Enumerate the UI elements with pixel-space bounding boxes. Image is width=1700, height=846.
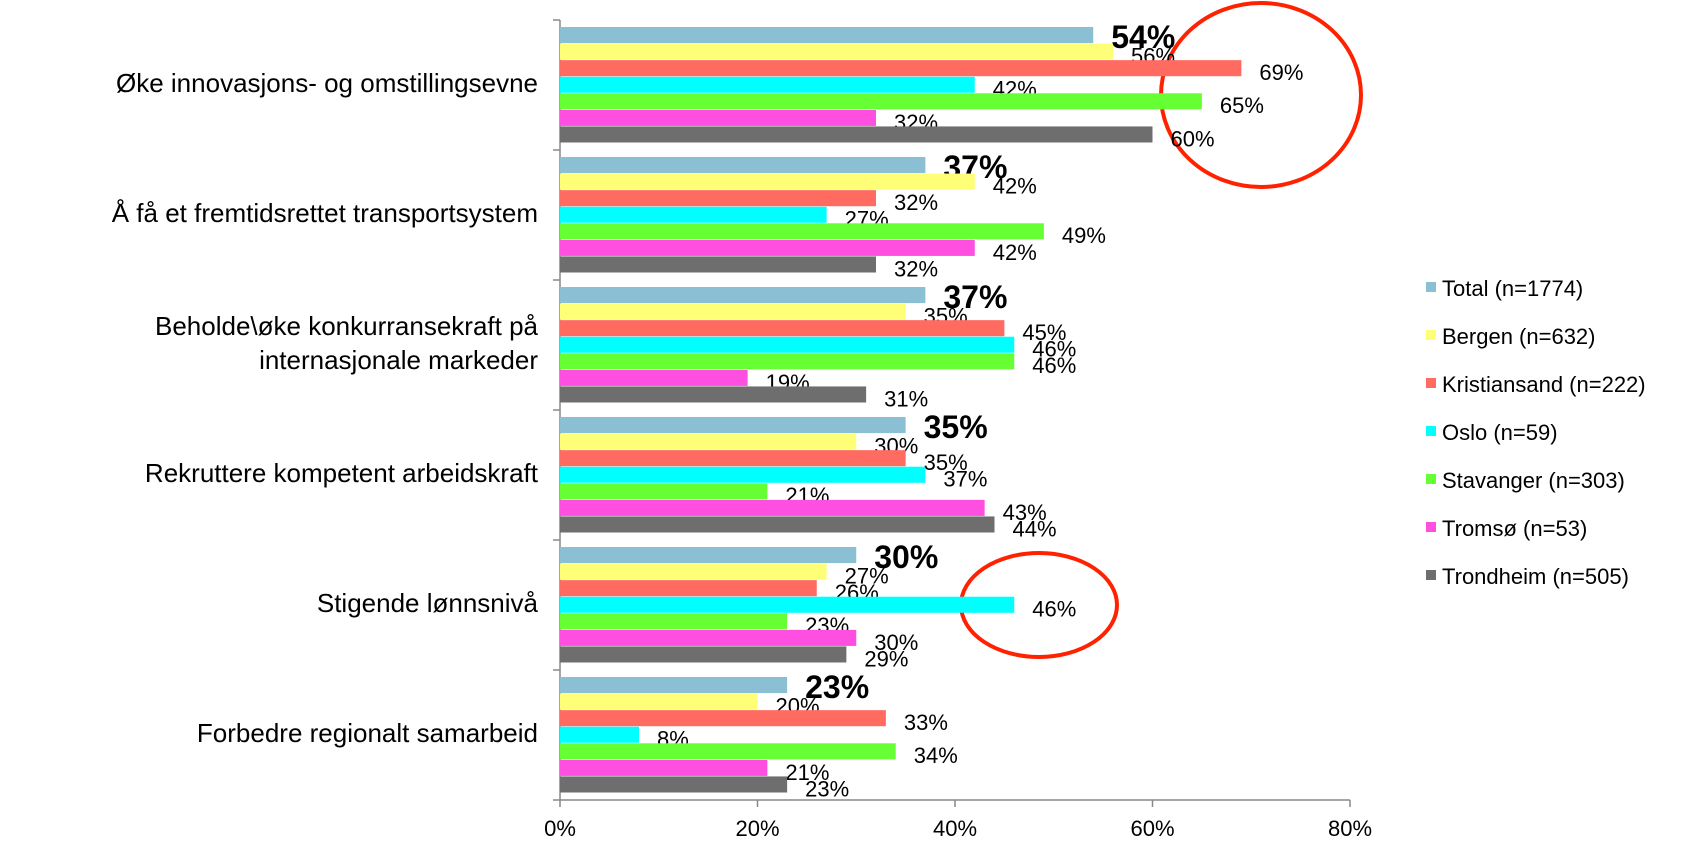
bar <box>560 206 827 223</box>
category-label: Rekruttere kompetent arbeidskraft <box>145 458 539 488</box>
category-label: Forbedre regionalt samarbeid <box>197 718 538 748</box>
value-label: 45% <box>1022 320 1066 345</box>
legend-swatch <box>1426 474 1436 484</box>
bar <box>560 126 1153 143</box>
bar <box>560 190 876 207</box>
value-label: 49% <box>1062 223 1106 248</box>
bar <box>560 417 906 434</box>
x-tick-label: 0% <box>544 816 576 841</box>
value-label: 69% <box>1259 60 1303 85</box>
value-label: 32% <box>894 256 938 281</box>
bar <box>560 483 768 500</box>
bar <box>560 303 906 320</box>
value-label: 33% <box>904 710 948 735</box>
value-label: 46% <box>1032 597 1076 622</box>
value-label: 27% <box>845 563 889 588</box>
bar <box>560 223 1044 240</box>
bar <box>560 336 1015 353</box>
legend-label: Tromsø (n=53) <box>1442 516 1587 541</box>
bar <box>560 60 1242 77</box>
value-label: 65% <box>1220 93 1264 118</box>
x-tick-label: 80% <box>1328 816 1372 841</box>
legend-swatch <box>1426 378 1436 388</box>
bar <box>560 726 639 743</box>
bar <box>560 27 1094 44</box>
bar <box>560 76 975 93</box>
legend-swatch <box>1426 330 1436 340</box>
bar <box>560 433 857 450</box>
bar <box>560 563 827 580</box>
bar <box>560 629 857 646</box>
value-label: 29% <box>864 646 908 671</box>
bar <box>560 157 926 174</box>
bar <box>560 353 1015 370</box>
total-value-label: 35% <box>924 409 988 445</box>
bar <box>560 173 975 190</box>
legend-label: Stavanger (n=303) <box>1442 468 1625 493</box>
legend-label: Oslo (n=59) <box>1442 420 1558 445</box>
legend-label: Kristiansand (n=222) <box>1442 372 1646 397</box>
value-label: 46% <box>1032 353 1076 378</box>
value-label: 34% <box>914 743 958 768</box>
total-value-label: 54% <box>1111 19 1175 55</box>
value-label: 21% <box>785 760 829 785</box>
value-label: 23% <box>805 776 849 801</box>
value-label: 44% <box>1013 516 1057 541</box>
x-tick-label: 60% <box>1130 816 1174 841</box>
bar <box>560 43 1113 60</box>
value-label: 37% <box>943 467 987 492</box>
legend-swatch <box>1426 426 1436 436</box>
bar <box>560 693 758 710</box>
bar <box>560 776 788 793</box>
bar <box>560 547 857 564</box>
bar <box>560 677 788 694</box>
x-tick-label: 40% <box>933 816 977 841</box>
bar <box>560 499 985 516</box>
category-label: Stigende lønnsnivå <box>317 588 539 618</box>
category-label: Beholde\øke konkurransekraft på internasj… <box>155 311 539 375</box>
total-value-label: 23% <box>805 669 869 705</box>
total-value-label: 37% <box>943 279 1007 315</box>
legend-label: Bergen (n=632) <box>1442 324 1596 349</box>
total-value-label: 30% <box>874 539 938 575</box>
value-label: 43% <box>1003 500 1047 525</box>
bar <box>560 369 748 386</box>
bar <box>560 710 886 727</box>
value-label: 42% <box>993 173 1037 198</box>
value-label: 46% <box>1032 337 1076 362</box>
bar <box>560 239 975 256</box>
legend-swatch <box>1426 282 1436 292</box>
legend-swatch <box>1426 570 1436 580</box>
bar <box>560 450 906 467</box>
legend-label: Total (n=1774) <box>1442 276 1583 301</box>
x-tick-label: 20% <box>735 816 779 841</box>
bar <box>560 466 926 483</box>
legend-label: Trondheim (n=505) <box>1442 564 1629 589</box>
bar <box>560 580 817 597</box>
bar <box>560 516 995 533</box>
bar <box>560 320 1005 337</box>
category-label: Å få et fremtidsrettet transportsystem <box>112 198 538 228</box>
bar <box>560 646 847 663</box>
bar <box>560 613 788 630</box>
bar <box>560 386 867 403</box>
value-label: 30% <box>874 630 918 655</box>
bar <box>560 256 876 273</box>
category-label: Øke innovasjons- og omstillingsevne <box>116 68 538 98</box>
value-label: 32% <box>894 190 938 215</box>
bar <box>560 109 876 126</box>
value-label: 60% <box>1171 126 1215 151</box>
value-label: 31% <box>884 386 928 411</box>
bar <box>560 759 768 776</box>
bar <box>560 93 1202 110</box>
value-label: 42% <box>993 240 1037 265</box>
value-label: 35% <box>924 450 968 475</box>
bar <box>560 743 896 760</box>
bar <box>560 287 926 304</box>
legend-swatch <box>1426 522 1436 532</box>
bar <box>560 596 1015 613</box>
